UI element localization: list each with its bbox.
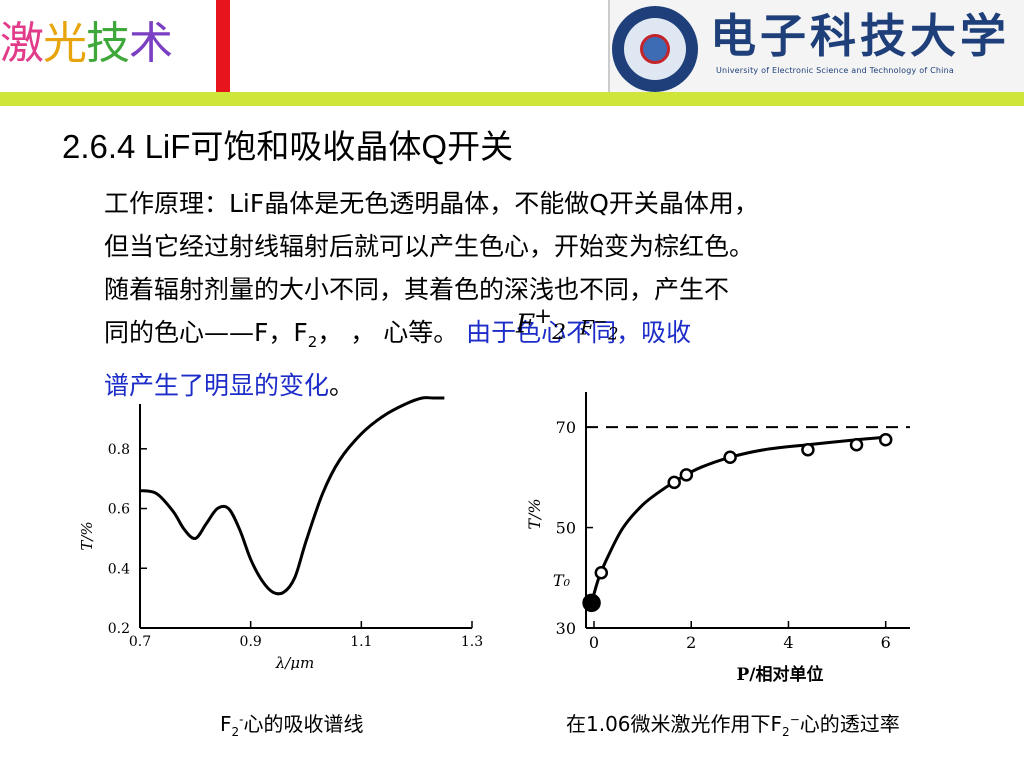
data-point [801, 442, 815, 457]
y-axis-label: T/% [78, 521, 96, 550]
course-title-char: 激 [0, 18, 44, 69]
university-name-en: University of Electronic Science and Tec… [716, 66, 954, 75]
x-tick-label: 6 [881, 633, 891, 652]
paragraph-line-5: 谱产生了明显的变化。 [104, 364, 1004, 407]
cap-right-pre: 在1.06微米激光作用下F [566, 712, 783, 736]
x-axis-label: λ/μm [275, 654, 315, 670]
x-tick-label: 4 [783, 633, 793, 652]
y-tick-label: 0.4 [108, 561, 130, 577]
x-tick-label: 1.3 [461, 634, 483, 650]
slide-header: 激光技术 电子科技大学 University of Electronic Sci… [0, 0, 1024, 106]
f2-plus-symbol: F+2 [516, 304, 566, 345]
course-title-char: 术 [129, 18, 173, 69]
header-green-line [0, 92, 1024, 106]
fit-curve [590, 435, 886, 604]
paragraph-line-3: 随着辐射剂量的大小不同，其着色的深浅也不同，产生不 [104, 275, 730, 304]
data-point [679, 468, 694, 482]
right-chart-caption: 在1.06微米激光作用下F2−心的透过率 [566, 708, 900, 739]
seal-atom-icon [640, 34, 670, 64]
line4-part-a: 同的色心——F，F [104, 318, 308, 347]
sym1-base: F [516, 309, 535, 340]
y-tick-label: 50 [556, 519, 576, 538]
line5-part-a: 谱产生了明显的变化 [104, 371, 330, 400]
description-paragraph: 工作原理：LiF晶体是无色透明晶体，不能做Q开关晶体用， 但当它经过射线辐射后就… [104, 182, 1004, 407]
f2-minus-symbol: F−2 [580, 312, 618, 344]
y-tick-label: 70 [556, 418, 576, 437]
paragraph-line-1: 工作原理：LiF晶体是无色透明晶体，不能做Q开关晶体用， [104, 189, 759, 218]
x-axis-label: P/相对单位 [737, 664, 824, 685]
course-title-text: 激光技术 [0, 8, 173, 80]
x-tick-label: 0.9 [240, 634, 262, 650]
data-point [667, 475, 681, 490]
x-tick-label: 0 [589, 633, 599, 652]
y-axis-label: T/% [525, 498, 544, 529]
cap-left-sub: 2 [231, 725, 240, 739]
spectrum-curve [139, 396, 445, 596]
transmittance-chart: 30 50 70 0 2 4 6 P/相对单位 T/% T₀ [525, 392, 910, 685]
data-point [582, 593, 601, 613]
header-red-bar [216, 0, 230, 96]
data-point [878, 432, 893, 447]
data-point [594, 566, 609, 580]
cap-left-post: 心的吸收谱线 [243, 712, 364, 736]
sym1-sub: 2 [552, 319, 566, 345]
line5-part-b: 。 [329, 371, 355, 400]
cap-right-sub: 2 [782, 725, 790, 739]
paragraph-line-4: 同的色心——F，F2， ， 心等。 由于色心不同，吸收 [104, 311, 1004, 364]
x-tick-label: 1.1 [350, 634, 372, 650]
paragraph-line-2: 但当它经过射线辐射后就可以产生色心，开始变为棕红色。 [104, 232, 755, 261]
y-tick-label: 0.6 [108, 502, 130, 518]
course-title-char: 光 [43, 18, 87, 69]
x-tick-label: 0.7 [129, 634, 151, 650]
line4-part-c: 由于色心不同，吸收 [466, 318, 692, 347]
line4-sub: 2 [307, 333, 318, 351]
cap-left-sup: - [239, 712, 244, 727]
absorption-spectrum-chart: 0.2 0.4 0.6 0.8 0.7 0.9 1.1 1.3 λ/μm T/% [78, 396, 483, 670]
course-title-char: 技 [86, 18, 130, 69]
cap-right-sup: − [789, 712, 800, 727]
y-tick-label: 0.8 [108, 442, 130, 458]
sym2-base: F [580, 315, 594, 340]
y-annotation: T₀ [553, 571, 571, 590]
section-title: 2.6.4 LiF可饱和吸收晶体Q开关 [62, 128, 514, 165]
y-tick-label: 30 [556, 619, 576, 638]
line4-part-b: ， ， 心等。 [317, 318, 459, 347]
sym2-sup: − [593, 312, 608, 331]
data-point [723, 450, 737, 465]
sym2-sub: 2 [607, 324, 619, 344]
x-tick-label: 2 [686, 633, 696, 652]
data-point [849, 437, 864, 452]
cap-left-pre: F [220, 712, 232, 736]
university-name: 电子科技大学 [710, 9, 1010, 63]
cap-right-post: 心的透过率 [799, 712, 900, 736]
course-title: 激光技术 [0, 8, 218, 80]
left-chart-caption: F2-心的吸收谱线 [220, 708, 364, 739]
sym1-sup: + [534, 304, 553, 329]
y-tick-label: 0.2 [108, 621, 130, 637]
